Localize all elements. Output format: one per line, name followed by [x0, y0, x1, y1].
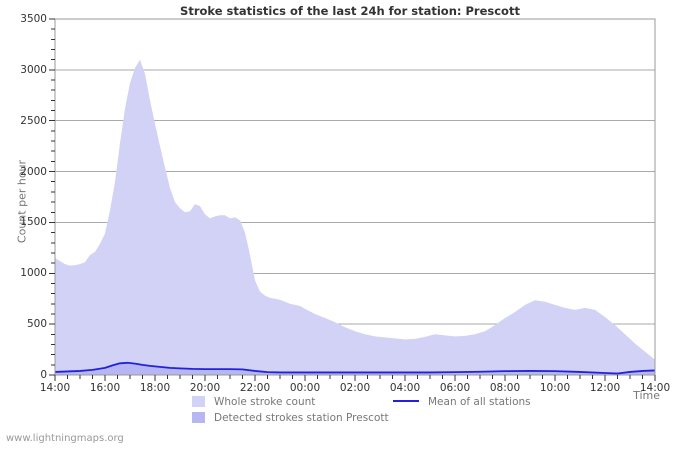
- y-tick-label: 1000: [20, 267, 47, 280]
- y-tick-label: 0: [40, 369, 47, 381]
- y-tick-label: 2500: [20, 114, 47, 127]
- y-tick-label: 1500: [20, 216, 47, 229]
- x-tick-label: 16:00: [89, 382, 121, 394]
- y-tick-label: 500: [26, 318, 47, 331]
- legend-label-whole-stroke-count: Whole stroke count: [214, 396, 316, 408]
- legend-swatch-dark-icon: [192, 412, 205, 423]
- legend-item-detected-strokes: Detected strokes station Prescott: [192, 412, 389, 425]
- footer-url: www.lightningmaps.org: [6, 433, 124, 444]
- x-tick-label: 20:00: [189, 382, 221, 394]
- x-tick-label: 06:00: [439, 382, 471, 394]
- x-tick-label: 18:00: [139, 382, 171, 394]
- y-tick-label: 2000: [20, 165, 47, 178]
- x-tick-label: 14:00: [39, 382, 71, 394]
- x-tick-label: 22:00: [239, 382, 271, 394]
- x-axis-title: Time: [633, 389, 660, 402]
- legend-item-whole-stroke-count: Whole stroke count: [192, 396, 315, 409]
- x-tick-label: 00:00: [289, 382, 321, 394]
- legend-label-detected-strokes: Detected strokes station Prescott: [214, 412, 389, 424]
- chart-legend: Whole stroke count Detected strokes stat…: [0, 394, 700, 428]
- x-tick-label: 10:00: [539, 382, 571, 394]
- legend-swatch-light-icon: [192, 396, 205, 407]
- x-tick-label: 08:00: [489, 382, 521, 394]
- x-tick-label: 02:00: [339, 382, 371, 394]
- chart-title: Stroke statistics of the last 24h for st…: [180, 4, 520, 18]
- x-tick-label: 04:00: [389, 382, 421, 394]
- x-tick-label: 12:00: [589, 382, 621, 394]
- y-tick-label: 3500: [20, 13, 47, 25]
- y-axis-title: Count per hour: [15, 159, 29, 244]
- y-tick-label: 3000: [20, 63, 47, 76]
- legend-line-blue-icon: [393, 400, 419, 402]
- legend-item-mean-of-all-stations: Mean of all stations: [393, 396, 531, 409]
- legend-label-mean-of-all-stations: Mean of all stations: [428, 396, 531, 408]
- x-tick-label: 14:00: [639, 382, 671, 394]
